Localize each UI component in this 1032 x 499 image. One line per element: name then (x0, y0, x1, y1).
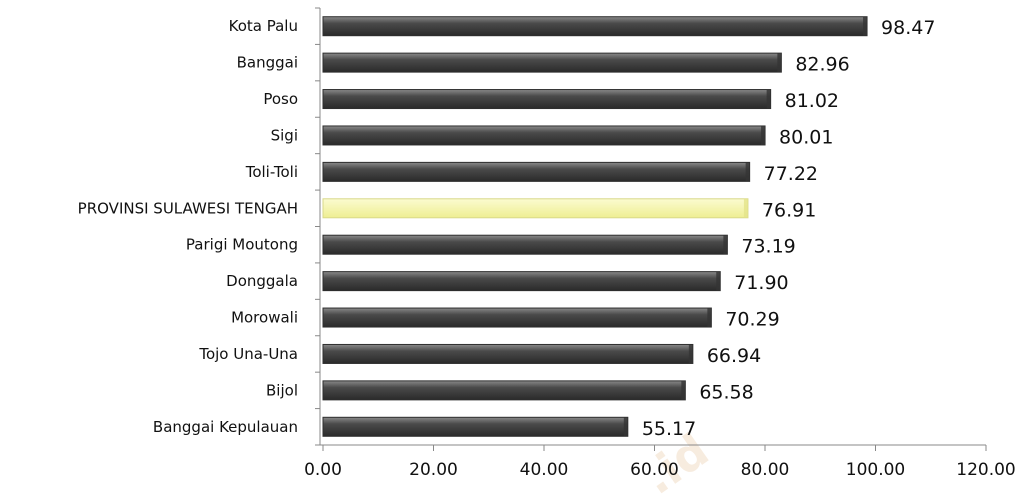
value-label: 66.94 (707, 345, 761, 367)
value-label: 82.96 (795, 54, 849, 76)
category-label: Donggala (226, 272, 298, 290)
bar (322, 198, 749, 219)
bar-end-cap (761, 125, 766, 145)
category-label: PROVINSI SULAWESI TENGAH (78, 199, 298, 217)
bar-end-cap (688, 344, 693, 364)
value-label: 77.22 (764, 163, 818, 185)
bar (322, 271, 721, 292)
bar-end-cap (743, 198, 748, 218)
value-label: 70.29 (725, 309, 779, 331)
value-label: 55.17 (642, 418, 696, 440)
x-tick-label: 20.00 (409, 460, 458, 480)
bar-end-cap (745, 162, 750, 182)
value-label: 81.02 (785, 90, 839, 112)
category-label: Tojo Una-Una (198, 345, 298, 363)
bar-end-cap (777, 53, 782, 73)
category-label: Kota Palu (229, 17, 298, 35)
x-tick-label: 60.00 (630, 460, 679, 480)
x-tick-label: 0.00 (304, 460, 342, 480)
category-label: Parigi Moutong (186, 236, 298, 254)
value-label: 80.01 (779, 126, 833, 148)
bar (322, 89, 772, 110)
bar (322, 307, 712, 328)
category-label: Sigi (271, 126, 298, 144)
x-tick-label: 100.00 (846, 460, 905, 480)
bar (322, 125, 766, 146)
x-tick-label: 80.00 (741, 460, 790, 480)
axis-layer (315, 7, 987, 451)
bar-end-cap (766, 89, 771, 109)
category-label: Bijol (266, 381, 298, 399)
bar-end-cap (723, 235, 728, 255)
category-label: Toli-Toli (245, 163, 298, 181)
bar (322, 343, 694, 364)
bar-end-cap (716, 271, 721, 291)
value-label: 71.90 (734, 272, 788, 294)
value-label: 76.91 (762, 199, 816, 221)
bars-layer (322, 16, 868, 437)
bar (322, 380, 686, 401)
labels-layer: 0.00 20.00 40.00 60.00 80.00 100.00 120.00 Kota… (78, 17, 1016, 480)
category-label: Banggai Kepulauan (153, 418, 298, 436)
value-label: 98.47 (881, 17, 935, 39)
category-label: Banggai (237, 54, 298, 72)
x-tick-label: 40.00 (520, 460, 569, 480)
category-label: Poso (263, 90, 298, 108)
value-label: 65.58 (699, 381, 753, 403)
bar (322, 161, 751, 182)
bar (322, 234, 728, 255)
bar (322, 16, 868, 37)
bar (322, 416, 629, 437)
bar (322, 52, 782, 73)
bar-end-cap (681, 380, 686, 400)
bar-end-cap (863, 16, 868, 36)
value-label: 73.19 (741, 236, 795, 258)
bar-end-cap (623, 417, 628, 437)
category-label: Morowali (231, 309, 298, 327)
bar-end-cap (707, 308, 712, 328)
x-tick-label: 120.00 (956, 460, 1015, 480)
